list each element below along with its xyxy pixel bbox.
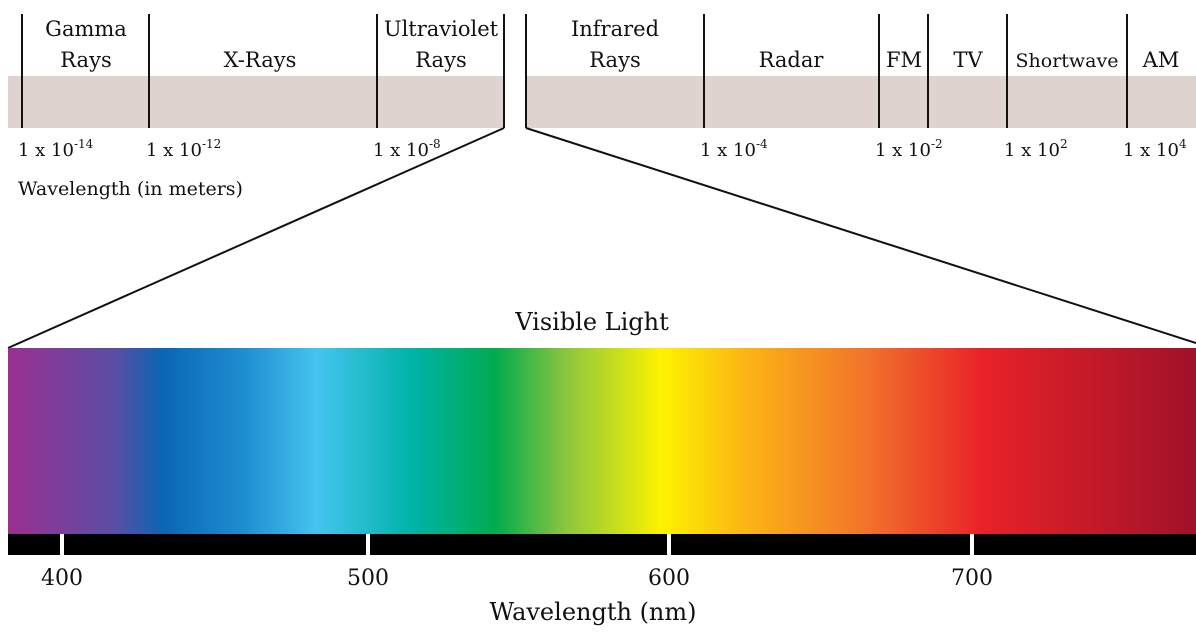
wavelength-tick: 1 x 10-2 (875, 137, 943, 161)
nm-scale-bar (8, 534, 1196, 555)
zoom-line-left (7, 127, 505, 349)
band-label-ir-2: Rays (589, 48, 640, 72)
nm-tick-label: 400 (41, 566, 83, 591)
band-label-tv: TV (953, 48, 983, 72)
wavelength-axis-label: Wavelength (in meters) (18, 178, 243, 200)
nm-tick-label: 600 (648, 566, 690, 591)
wavelength-tick: 1 x 10-14 (18, 137, 94, 161)
nm-tick-mark (970, 534, 974, 555)
visible-spectrum-bar (8, 348, 1196, 534)
nm-tick-label: 500 (347, 566, 389, 591)
nm-tick-mark (366, 534, 370, 555)
band-label-shortwave: Shortwave (1016, 50, 1119, 72)
band-label-fm: FM (886, 48, 922, 72)
wavelength-tick: 1 x 10-8 (373, 137, 441, 161)
em-band-strip-left (8, 76, 504, 128)
band-label-xrays: X-Rays (224, 48, 297, 72)
wavelength-tick: 1 x 10-12 (146, 137, 221, 161)
band-label-am: AM (1142, 48, 1180, 72)
band-label-gamma-1: Gamma (45, 17, 127, 41)
zoom-line-right (525, 127, 1196, 344)
nm-scale-ticks (60, 534, 974, 555)
wavelength-tick: 1 x 102 (1004, 137, 1068, 161)
visible-light-title: Visible Light (514, 308, 669, 336)
band-labels: Gamma Rays X-Rays Ultraviolet Rays Infra… (45, 17, 1179, 72)
band-label-uv-2: Rays (415, 48, 466, 72)
zoom-lines (7, 127, 1196, 349)
band-label-radar: Radar (759, 48, 825, 72)
band-label-gamma-2: Rays (60, 48, 111, 72)
nm-tick-mark (667, 534, 671, 555)
band-label-uv-1: Ultraviolet (384, 17, 499, 41)
wavelength-tick: 1 x 10-4 (700, 137, 768, 161)
band-label-ir-1: Infrared (571, 17, 659, 41)
nm-tick-mark (60, 534, 64, 555)
em-band-strip-right (526, 76, 1196, 128)
wavelength-tick: 1 x 104 (1123, 137, 1187, 161)
band-dividers (21, 14, 1128, 128)
nm-tick-labels: 400 500 600 700 (41, 566, 993, 591)
wavelength-ticks: 1 x 10-14 1 x 10-12 1 x 10-8 1 x 10-4 1 … (18, 137, 1187, 161)
nm-tick-label: 700 (951, 566, 993, 591)
nm-axis-label: Wavelength (nm) (489, 598, 696, 626)
